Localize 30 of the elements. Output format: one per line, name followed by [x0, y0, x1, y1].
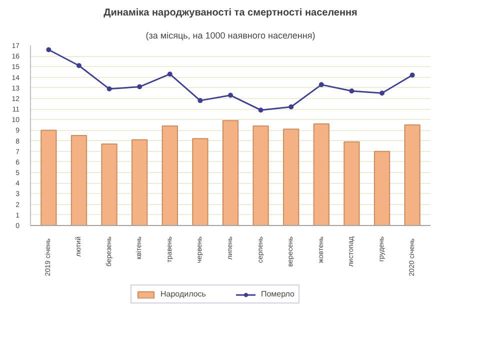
point [228, 92, 233, 98]
bar [374, 150, 390, 226]
point [380, 90, 385, 96]
bar [70, 135, 88, 226]
point [258, 108, 264, 113]
point [318, 82, 324, 88]
bar [132, 139, 148, 226]
point [46, 47, 52, 52]
bar [101, 143, 118, 226]
bar [40, 130, 57, 226]
bar [222, 120, 239, 226]
point [198, 98, 203, 104]
point [137, 84, 142, 90]
bar [252, 125, 269, 226]
bar [313, 123, 330, 226]
bar [404, 124, 420, 226]
point [106, 86, 112, 92]
legend-label: Народилось [160, 290, 206, 298]
point [349, 88, 354, 94]
point [76, 63, 82, 68]
point [167, 72, 172, 77]
bar [283, 128, 300, 226]
chart-subtitle: (за місяць, на 1000 наявного населення) [146, 30, 316, 40]
bar [162, 125, 178, 226]
point [410, 72, 415, 78]
bar [192, 138, 208, 226]
chart-title: Динаміка народжуваності та смертності населення [104, 8, 358, 18]
bar [344, 141, 360, 226]
legend-label: Померло [260, 290, 294, 298]
point [288, 104, 294, 110]
